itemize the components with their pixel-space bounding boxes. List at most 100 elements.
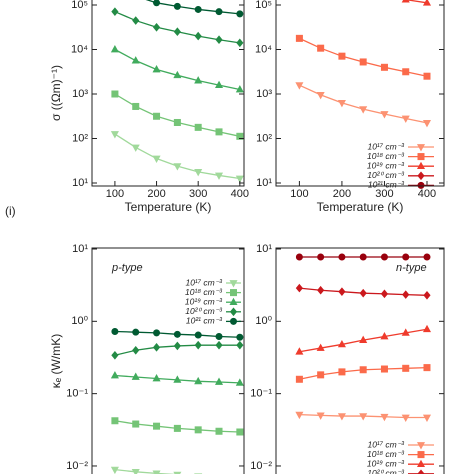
marker [111, 417, 119, 425]
marker [316, 343, 325, 351]
marker [401, 414, 410, 422]
legend-label: 10¹⁷ cm⁻³ [185, 277, 223, 287]
legend-label: 10²⁰ cm⁻³ [367, 468, 405, 474]
y-tick-label: 10⁵ [71, 0, 88, 11]
y-tick-label: 10⁻¹ [66, 388, 88, 400]
marker [338, 52, 346, 60]
y-tick-label: 10¹ [256, 243, 272, 255]
legend-label: 10²¹ cm⁻³ [368, 180, 405, 190]
marker [110, 371, 119, 379]
marker [422, 0, 432, 6]
marker [402, 290, 410, 299]
marker [194, 426, 202, 434]
marker [417, 181, 425, 189]
y-tick-label: 10³ [256, 88, 272, 100]
marker [380, 332, 389, 340]
marker [359, 288, 367, 298]
marker [359, 413, 368, 421]
marker [152, 155, 161, 163]
legend-label: 10¹⁹ cm⁻³ [185, 296, 223, 306]
marker [236, 333, 244, 341]
marker [359, 106, 368, 114]
plot-area [110, 0, 244, 183]
marker [380, 365, 388, 373]
marker [215, 427, 223, 435]
marker [215, 332, 223, 340]
marker [236, 428, 244, 436]
marker [194, 331, 202, 339]
x-tick-label: 100 [106, 188, 124, 200]
marker [423, 72, 431, 80]
marker [236, 132, 244, 140]
marker [416, 459, 426, 468]
marker [417, 469, 425, 474]
legend-label: 10¹⁸ cm⁻³ [185, 287, 223, 297]
marker [359, 58, 367, 66]
marker [235, 378, 244, 386]
y-tick-label: 10⁰ [255, 315, 272, 327]
marker [230, 317, 238, 325]
marker [295, 375, 303, 383]
marker [317, 371, 325, 379]
annotation: p-type [111, 262, 143, 274]
marker [417, 451, 425, 459]
marker [110, 131, 119, 139]
marker [417, 153, 425, 161]
marker [380, 253, 388, 261]
x-tick-label: 200 [333, 188, 351, 200]
x-tick-label: 400 [231, 188, 249, 200]
x-tick-label: 300 [189, 188, 207, 200]
marker [295, 347, 304, 355]
marker [194, 340, 202, 350]
marker [337, 413, 346, 421]
marker [317, 44, 325, 52]
y-tick-label: 10⁵ [255, 0, 272, 11]
marker [402, 364, 410, 372]
marker [131, 144, 140, 152]
marker [153, 422, 161, 430]
marker [152, 22, 161, 32]
y-tick-label: 10² [256, 132, 272, 144]
marker [111, 7, 119, 16]
marker [402, 253, 410, 261]
marker [132, 16, 140, 25]
marker [214, 377, 224, 385]
y-tick-label: 10¹ [256, 177, 272, 189]
legend-label: 10¹⁸ cm⁻³ [367, 449, 405, 459]
marker [359, 253, 367, 261]
marker [295, 411, 304, 420]
y-tick-label: 10¹ [72, 243, 88, 255]
x-axis-label: Temperature (K) [317, 200, 404, 214]
legend-label: 10¹⁸ cm⁻³ [367, 151, 405, 161]
plot-frame [275, 247, 445, 474]
marker [194, 76, 203, 84]
marker [235, 175, 244, 183]
marker [235, 85, 244, 93]
y-tick-label: 10² [72, 132, 88, 144]
y-tick-label: 10⁻² [250, 460, 272, 472]
marker [215, 35, 223, 45]
marker [295, 253, 303, 261]
legend-label: 10¹⁷ cm⁻³ [367, 141, 405, 151]
x-tick-label: 400 [418, 188, 436, 200]
plot-frame [91, 247, 245, 474]
marker [131, 56, 140, 64]
marker [416, 442, 426, 450]
marker [131, 372, 140, 380]
marker [380, 413, 389, 422]
marker [401, 115, 410, 123]
marker [153, 112, 161, 120]
marker [215, 8, 223, 16]
marker [380, 63, 388, 71]
marker [173, 341, 181, 351]
legend-label: 10²⁰ cm⁻³ [185, 306, 223, 316]
y-tick-label: 10¹ [72, 177, 88, 189]
legend-label: 10²¹ cm⁻³ [186, 316, 223, 326]
marker [359, 335, 368, 343]
marker [194, 31, 202, 41]
x-tick-label: 100 [290, 188, 308, 200]
y-axis-label: σ ((Ωm)⁻¹) [49, 65, 63, 121]
plot-frame [91, 0, 245, 187]
marker [359, 366, 367, 374]
